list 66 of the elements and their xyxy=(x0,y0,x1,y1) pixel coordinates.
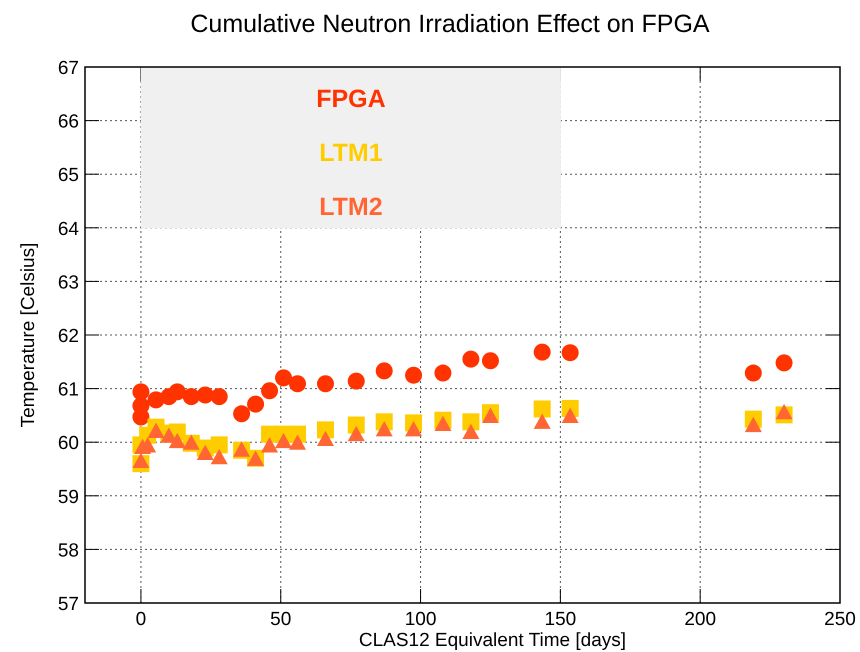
point xyxy=(434,416,452,431)
y-tick-label: 63 xyxy=(58,272,79,294)
point xyxy=(482,352,499,370)
y-tick-label: 60 xyxy=(58,433,79,454)
y-tick-label: 61 xyxy=(58,380,79,401)
y-tick-label: 58 xyxy=(58,540,79,562)
y-axis-title: Temperature [Celsius] xyxy=(18,242,39,428)
x-axis-title: CLAS12 Equivalent Time [days] xyxy=(358,630,626,651)
point xyxy=(168,383,186,400)
point xyxy=(534,414,551,429)
x-tick-label: 150 xyxy=(544,609,576,630)
point xyxy=(482,408,499,423)
point xyxy=(462,350,480,368)
point xyxy=(261,437,278,452)
point xyxy=(275,369,292,386)
text: LTM1 xyxy=(319,139,383,167)
point xyxy=(289,434,306,450)
point xyxy=(247,396,264,413)
text: FPGA xyxy=(316,85,386,113)
point xyxy=(562,408,579,423)
x-tick-label: 50 xyxy=(270,609,292,630)
y-tick-label: 64 xyxy=(58,218,80,240)
point xyxy=(348,372,365,390)
y-tick-label: 65 xyxy=(58,165,79,186)
point xyxy=(776,354,793,372)
x-tick-label: 100 xyxy=(404,609,436,630)
point xyxy=(196,386,214,404)
point xyxy=(348,426,365,442)
point xyxy=(210,388,228,406)
point xyxy=(210,436,228,454)
y-tick-label: 62 xyxy=(58,326,79,347)
point xyxy=(462,424,480,440)
point xyxy=(376,421,393,436)
point xyxy=(148,422,165,438)
point xyxy=(534,344,551,361)
point xyxy=(744,416,762,432)
point xyxy=(132,383,150,400)
point xyxy=(534,400,551,418)
point xyxy=(132,452,150,468)
point xyxy=(316,375,334,392)
point xyxy=(182,388,200,406)
point xyxy=(462,413,480,430)
chart-title: Cumulative Neutron Irradiation Effect on FPGA xyxy=(190,10,710,38)
x-tick-label: 200 xyxy=(684,609,716,630)
point xyxy=(168,432,186,448)
point xyxy=(233,405,250,422)
text: LTM2 xyxy=(319,193,383,221)
point xyxy=(316,430,334,446)
point xyxy=(210,448,228,464)
point xyxy=(562,344,579,362)
x-tick-label: 0 xyxy=(136,609,146,630)
point xyxy=(434,364,452,382)
point xyxy=(261,382,278,400)
y-tick-label: 57 xyxy=(58,594,79,615)
point xyxy=(196,444,214,460)
y-tick-label: 59 xyxy=(58,486,79,508)
point xyxy=(405,366,422,384)
point xyxy=(776,404,793,420)
point xyxy=(376,362,393,380)
y-tick-label: 66 xyxy=(58,112,79,133)
point xyxy=(405,421,422,436)
x-tick-label: 250 xyxy=(824,609,856,630)
y-tick-label: 67 xyxy=(58,58,79,79)
point xyxy=(275,432,292,448)
point xyxy=(289,375,306,392)
point xyxy=(744,364,762,382)
